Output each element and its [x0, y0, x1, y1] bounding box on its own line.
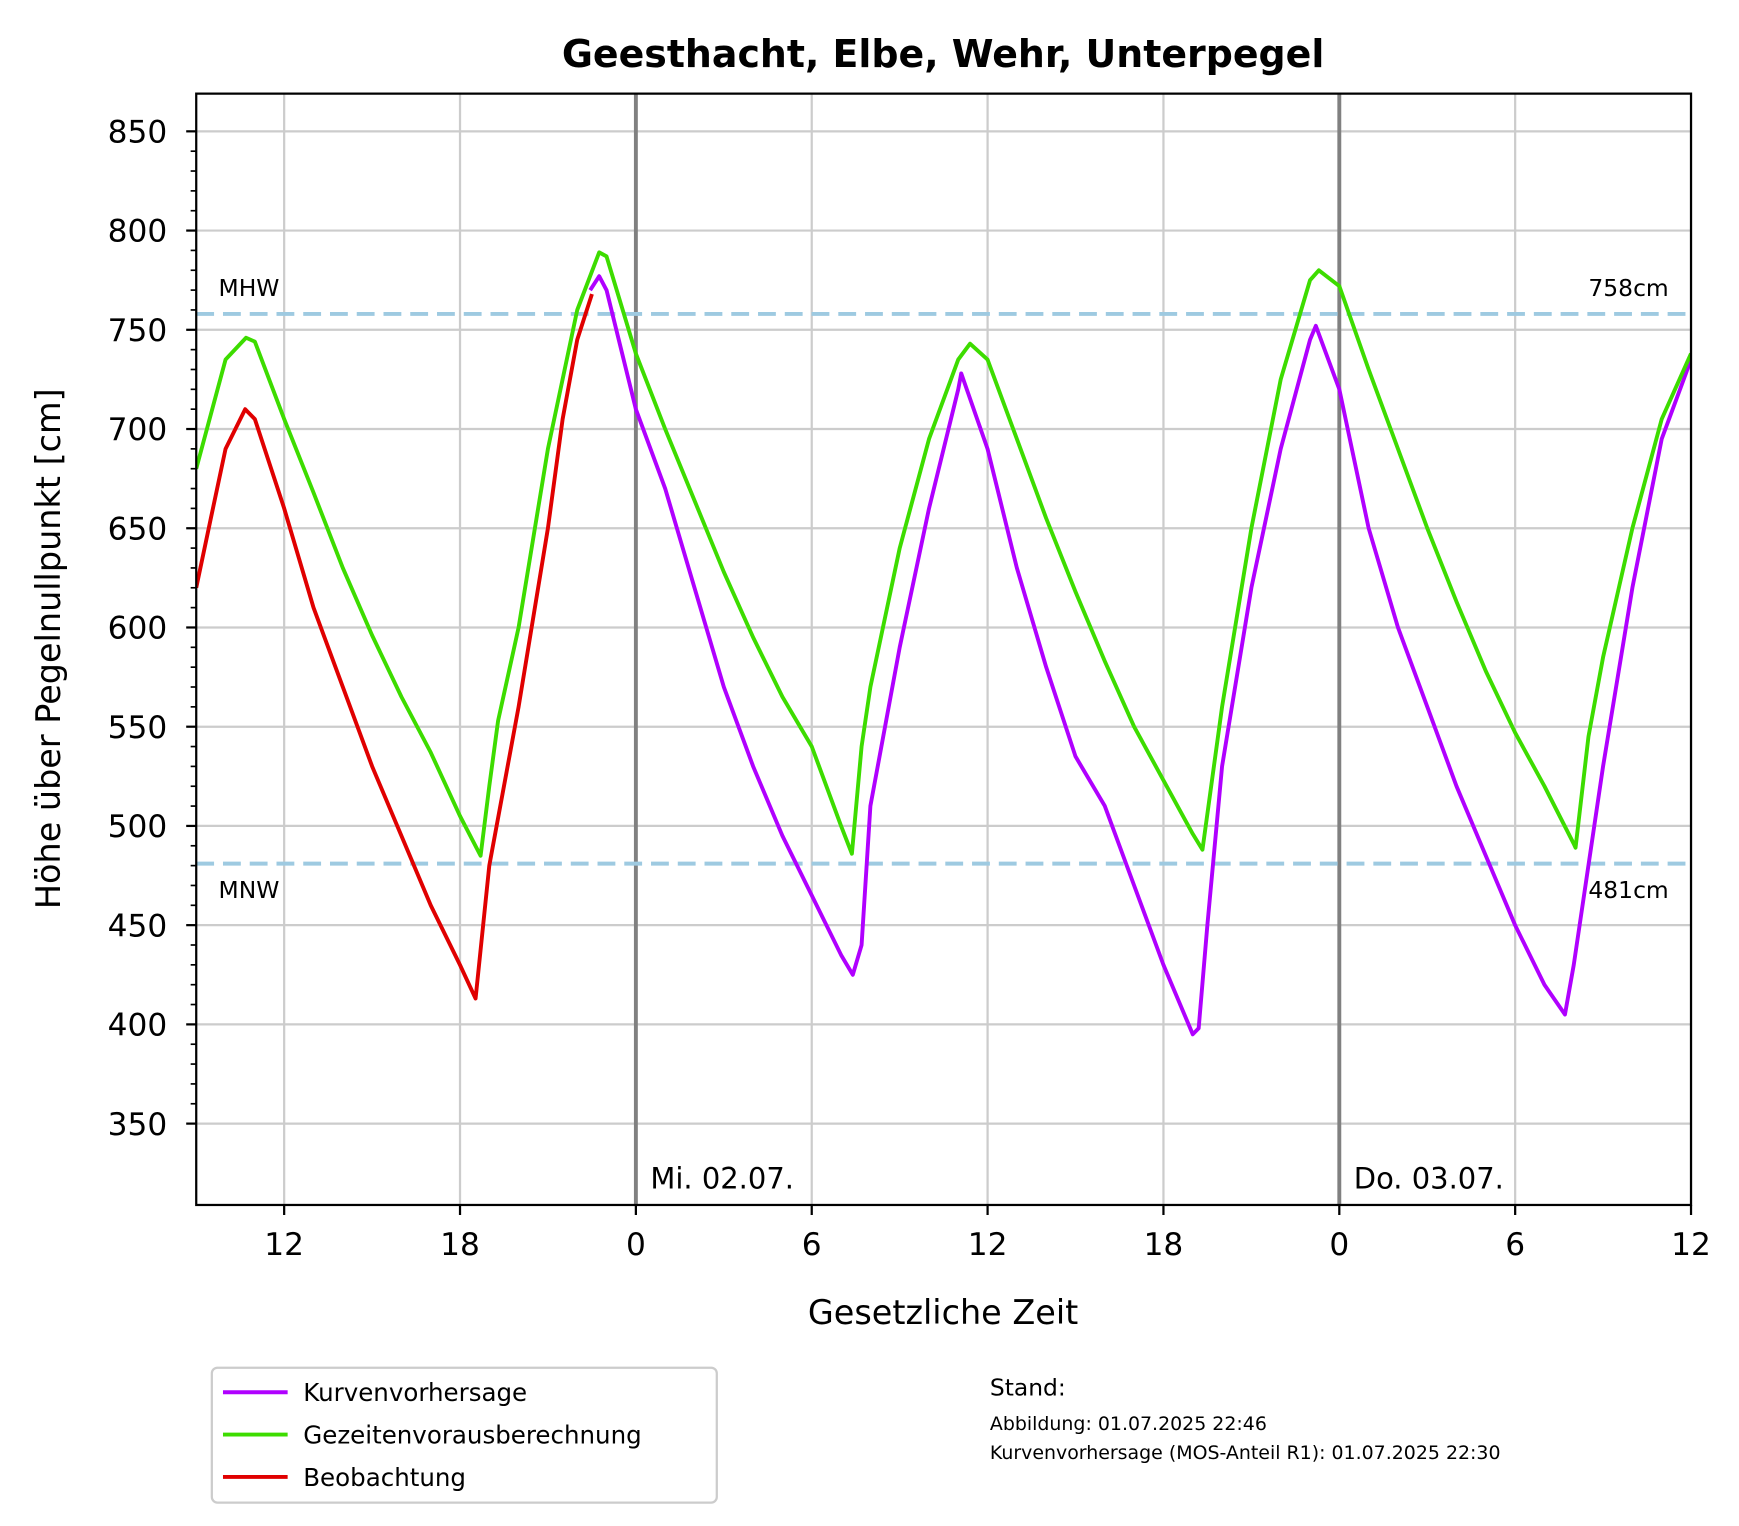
y-axis-label: Höhe über Pegelnullpunkt [cm] — [29, 388, 68, 909]
data-line — [588, 274, 1692, 1037]
stand-heading: Stand: — [990, 1374, 1066, 1402]
legend-label: Beobachtung — [303, 1463, 466, 1492]
y-tick-label: 750 — [108, 313, 168, 349]
chart-title: Geesthacht, Elbe, Wehr, Unterpegel — [562, 32, 1325, 76]
y-tick-label: 650 — [108, 511, 168, 547]
data-line — [196, 293, 594, 1001]
y-tick-label: 500 — [108, 809, 168, 845]
x-tick-label: 0 — [626, 1227, 646, 1263]
y-tick-label: 850 — [108, 114, 168, 150]
x-tick-label: 18 — [440, 1227, 480, 1263]
x-tick-label: 0 — [1329, 1227, 1349, 1263]
y-tick-label: 600 — [108, 611, 168, 647]
y-tick-label: 350 — [108, 1107, 168, 1143]
x-tick-label: 12 — [1671, 1227, 1711, 1263]
reference-name: MNW — [219, 876, 280, 904]
reference-name: MHW — [219, 274, 280, 302]
data-line — [196, 250, 1692, 858]
x-tick-label: 6 — [1505, 1227, 1525, 1263]
legend-label: Kurvenvorhersage — [303, 1378, 527, 1407]
x-tick-label: 12 — [264, 1227, 304, 1263]
x-axis-label: Gesetzliche Zeit — [808, 1293, 1078, 1332]
plot-frame — [195, 92, 1693, 1207]
y-tick-label: 400 — [108, 1008, 168, 1044]
x-tick-label: 18 — [1144, 1227, 1184, 1263]
x-tick-label: 6 — [802, 1227, 822, 1263]
y-tick-label: 550 — [108, 710, 168, 746]
day-label: Mi. 02.07. — [650, 1161, 794, 1195]
y-tick-label: 450 — [108, 908, 168, 944]
legend-label: Gezeitenvorausberechnung — [303, 1421, 641, 1450]
stand-line: Abbildung: 01.07.2025 22:46 — [990, 1413, 1267, 1435]
x-tick-label: 12 — [968, 1227, 1008, 1263]
y-tick-label: 800 — [108, 214, 168, 250]
stand-line: Kurvenvorhersage (MOS-Anteil R1): 01.07.… — [990, 1442, 1501, 1464]
day-label: Do. 03.07. — [1354, 1161, 1504, 1195]
legend-box — [210, 1366, 718, 1504]
reference-label: 481cm — [1588, 876, 1668, 904]
y-tick-label: 700 — [108, 412, 168, 448]
reference-label: 758cm — [1588, 274, 1668, 302]
